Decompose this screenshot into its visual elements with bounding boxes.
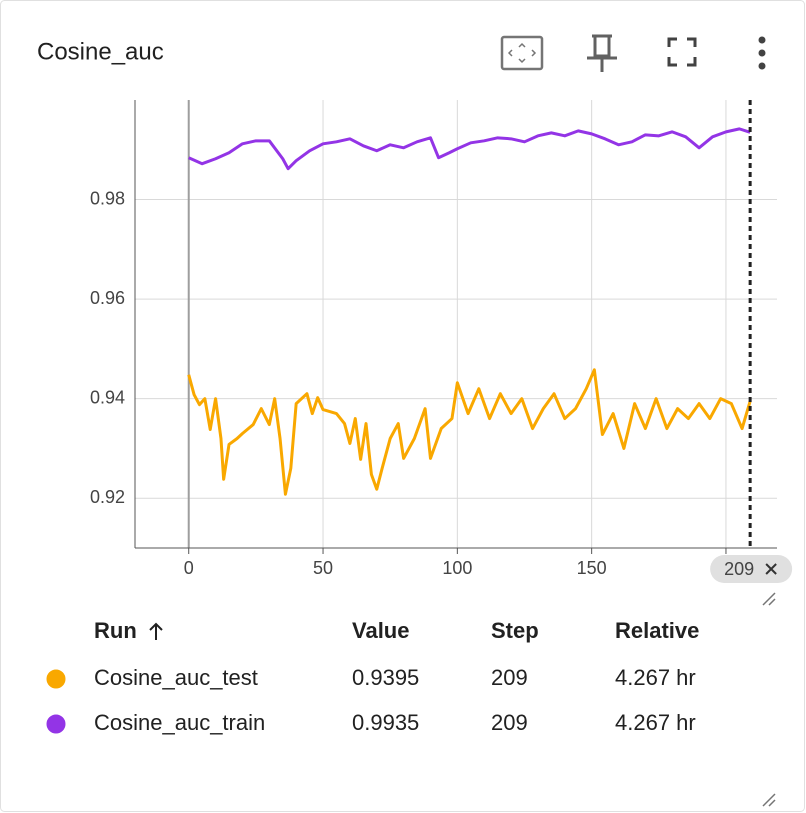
chip-close[interactable] [765,563,777,575]
fit-icon[interactable] [500,35,544,71]
table-cell: 209 [491,665,528,690]
runs-table: Run Value Step Relative Cosine_auc_test 0.939… [45,618,699,735]
column-header[interactable]: Value [352,618,409,643]
series-line [188,127,751,171]
table-cell: 4.267 hr [615,665,696,690]
resize-icon[interactable] [762,592,776,606]
table-cell: 0.9935 [352,710,419,735]
plot-area: 0.920.940.960.98050100150200209 [90,100,793,583]
x-tick-label: 100 [442,558,472,578]
x-tick-label: 50 [313,558,333,578]
sort-arrow [149,622,163,640]
y-tick-label: 0.92 [90,487,125,507]
card-title: Cosine_auc [37,38,164,65]
column-header[interactable]: Relative [615,618,699,643]
table-cell: 209 [491,710,528,735]
column-header[interactable]: Run [94,618,137,643]
y-tick-label: 0.94 [90,387,125,407]
y-tick-label: 0.96 [90,288,125,308]
column-header[interactable]: Step [491,618,539,643]
cursor-chip[interactable] [710,555,793,583]
cursor-step: 209 [724,559,754,579]
run-color [45,668,67,690]
more-icon[interactable] [758,36,766,70]
table-cell: 4.267 hr [615,710,696,735]
y-tick-label: 0.98 [90,188,125,208]
table-cell: 0.9395 [352,665,419,690]
table-cell: Cosine_auc_train [94,710,265,735]
fullscreen-icon[interactable] [667,37,697,67]
pin-icon[interactable] [587,34,617,72]
run-color [45,713,67,735]
series-line [187,368,752,496]
table-cell: Cosine_auc_test [94,665,258,690]
resize-icon[interactable] [762,793,776,807]
x-tick-label: 0 [184,558,194,578]
x-tick-label: 150 [577,558,607,578]
